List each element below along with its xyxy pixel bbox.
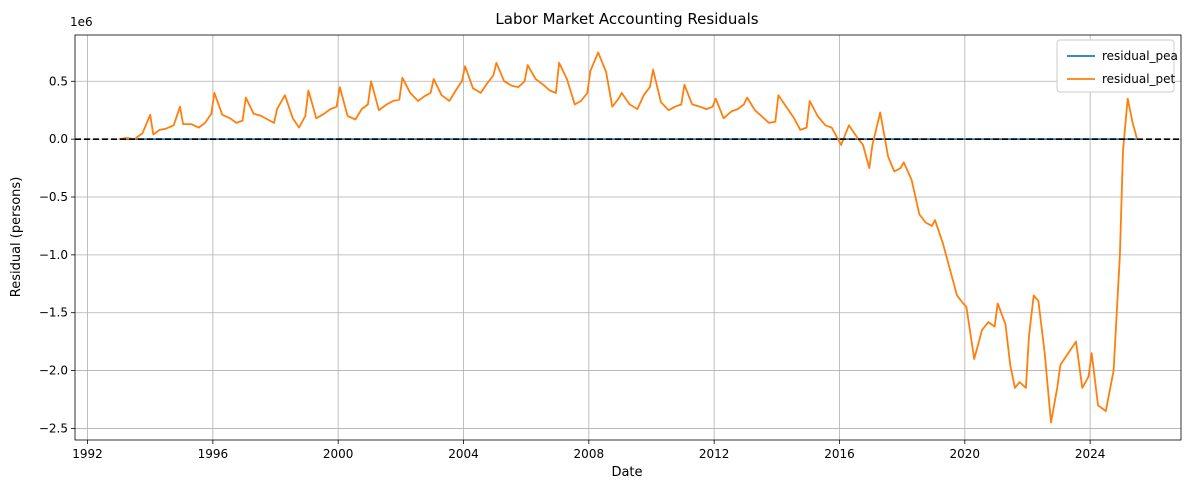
series-lines xyxy=(118,51,1138,424)
x-tick-label: 2012 xyxy=(699,447,730,461)
y-tick-label: 0.5 xyxy=(49,74,68,88)
series-line-residual-pet xyxy=(118,51,1138,424)
x-tick-label: 2016 xyxy=(824,447,855,461)
chart-title: Labor Market Accounting Residuals xyxy=(495,10,758,28)
x-tick-label: 1996 xyxy=(198,447,229,461)
legend-label-residual-pea: residual_pea xyxy=(1102,49,1178,63)
y-axis-label: Residual (persons) xyxy=(9,177,24,298)
y-tick-label: −2.0 xyxy=(39,364,68,378)
x-tick-label: 2000 xyxy=(323,447,354,461)
x-tick-label: 2020 xyxy=(950,447,981,461)
y-axis-ticks: −2.5 −2.0 −1.5 −1.0 −0.5 0.0 0.5 xyxy=(39,74,75,435)
y-axis-scale-label: 1e6 xyxy=(70,15,93,29)
x-tick-label: 1992 xyxy=(72,447,103,461)
y-tick-label: −0.5 xyxy=(39,190,68,204)
x-tick-label: 2024 xyxy=(1075,447,1106,461)
plot-frame xyxy=(74,34,1182,441)
x-axis-label: Date xyxy=(611,465,642,480)
y-tick-label: −1.5 xyxy=(39,306,68,320)
x-tick-label: 2004 xyxy=(448,447,479,461)
y-tick-label: −1.0 xyxy=(39,248,68,262)
y-tick-label: 0.0 xyxy=(49,132,68,146)
x-axis-ticks: 1992 1996 2000 2004 2008 2012 2016 2020 2024 xyxy=(72,440,1105,461)
legend-label-residual-pet: residual_pet xyxy=(1102,72,1176,86)
legend: residual_pea residual_pet xyxy=(1056,39,1178,93)
y-tick-label: −2.5 xyxy=(39,421,68,435)
x-tick-label: 2008 xyxy=(574,447,605,461)
grid xyxy=(75,35,1181,440)
